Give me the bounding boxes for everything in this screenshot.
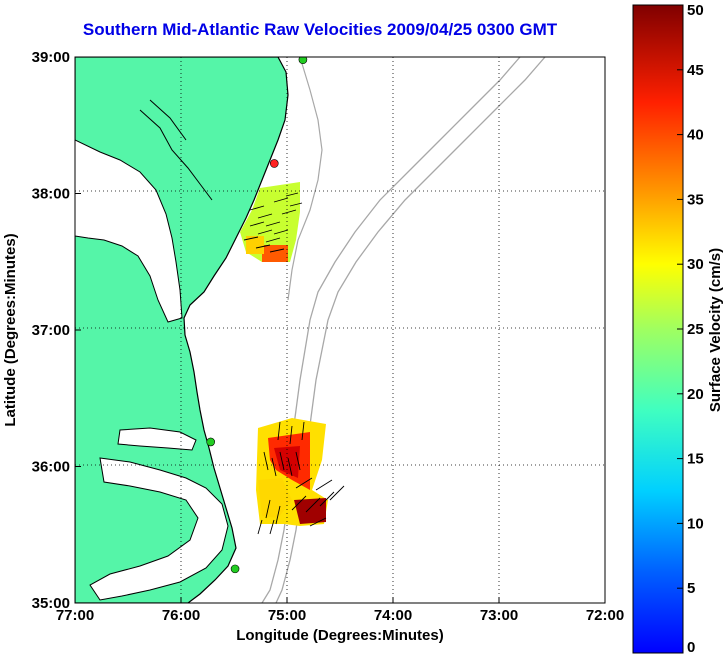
colorbar-label: Surface Velocity (cm/s)	[707, 248, 724, 412]
radar-station-marker	[206, 437, 215, 447]
colorbar-tick-label: 20	[687, 386, 704, 403]
y-axis-label: Latitude (Degrees:Minutes)	[2, 233, 19, 426]
radar-station-marker	[269, 159, 279, 168]
colorbar-tick-label: 45	[687, 62, 704, 79]
velocity-arrows-north	[243, 192, 303, 253]
colorbar-tick-label: 30	[687, 256, 704, 273]
colorbar-tick-label: 35	[687, 191, 704, 208]
y-axis-ticks: 39:00 38:00 37:00 36:00 35:00	[32, 49, 81, 612]
x-axis-ticks: 77:00 76:00 75:00 74:00 73:00 72:00	[56, 597, 624, 624]
x-tick-label: 72:00	[586, 607, 624, 624]
x-tick-label: 75:00	[268, 607, 306, 624]
x-tick-label: 74:00	[374, 607, 412, 624]
map-title: Southern Mid-Atlantic Raw Velocities 200…	[82, 20, 558, 39]
albemarle-sound	[117, 427, 197, 451]
y-tick-label: 37:00	[32, 322, 70, 339]
colorbar-tick-label: 5	[687, 580, 695, 597]
colorbar-tick-label: 40	[687, 127, 704, 144]
y-tick-label: 38:00	[32, 186, 70, 203]
colorbar-ticks: 0 5 10 15 20 25 30 35 40 45 50	[677, 2, 704, 656]
colorbar-tick-label: 50	[687, 2, 704, 19]
y-tick-label: 36:00	[32, 459, 70, 476]
y-tick-label: 35:00	[32, 595, 70, 612]
colorbar-tick-label: 15	[687, 451, 704, 468]
colorbar-tick-label: 25	[687, 321, 704, 338]
station-markers	[206, 57, 308, 574]
pamlico-sound	[89, 457, 229, 601]
chesapeake-bay	[75, 139, 183, 323]
x-tick-label: 76:00	[162, 607, 200, 624]
colorbar	[632, 4, 684, 654]
x-tick-label: 73:00	[480, 607, 518, 624]
radar-station-marker	[230, 564, 240, 574]
velocity-patch-north	[240, 182, 300, 262]
grid	[75, 57, 605, 603]
bathymetry-shelf	[287, 57, 323, 301]
x-tick-label: 77:00	[56, 607, 94, 624]
bathymetry-200m	[261, 57, 521, 603]
map-area	[75, 57, 605, 603]
colorbar-tick-label: 0	[687, 639, 695, 656]
velocity-arrows-south	[257, 421, 345, 535]
velocity-patch-south	[256, 418, 328, 526]
x-axis-label: Longitude (Degrees:Minutes)	[236, 627, 444, 644]
bay-tributary	[139, 99, 213, 201]
colorbar-tick-label: 10	[687, 515, 704, 532]
y-tick-label: 39:00	[32, 49, 70, 66]
radar-station-marker	[298, 57, 308, 65]
